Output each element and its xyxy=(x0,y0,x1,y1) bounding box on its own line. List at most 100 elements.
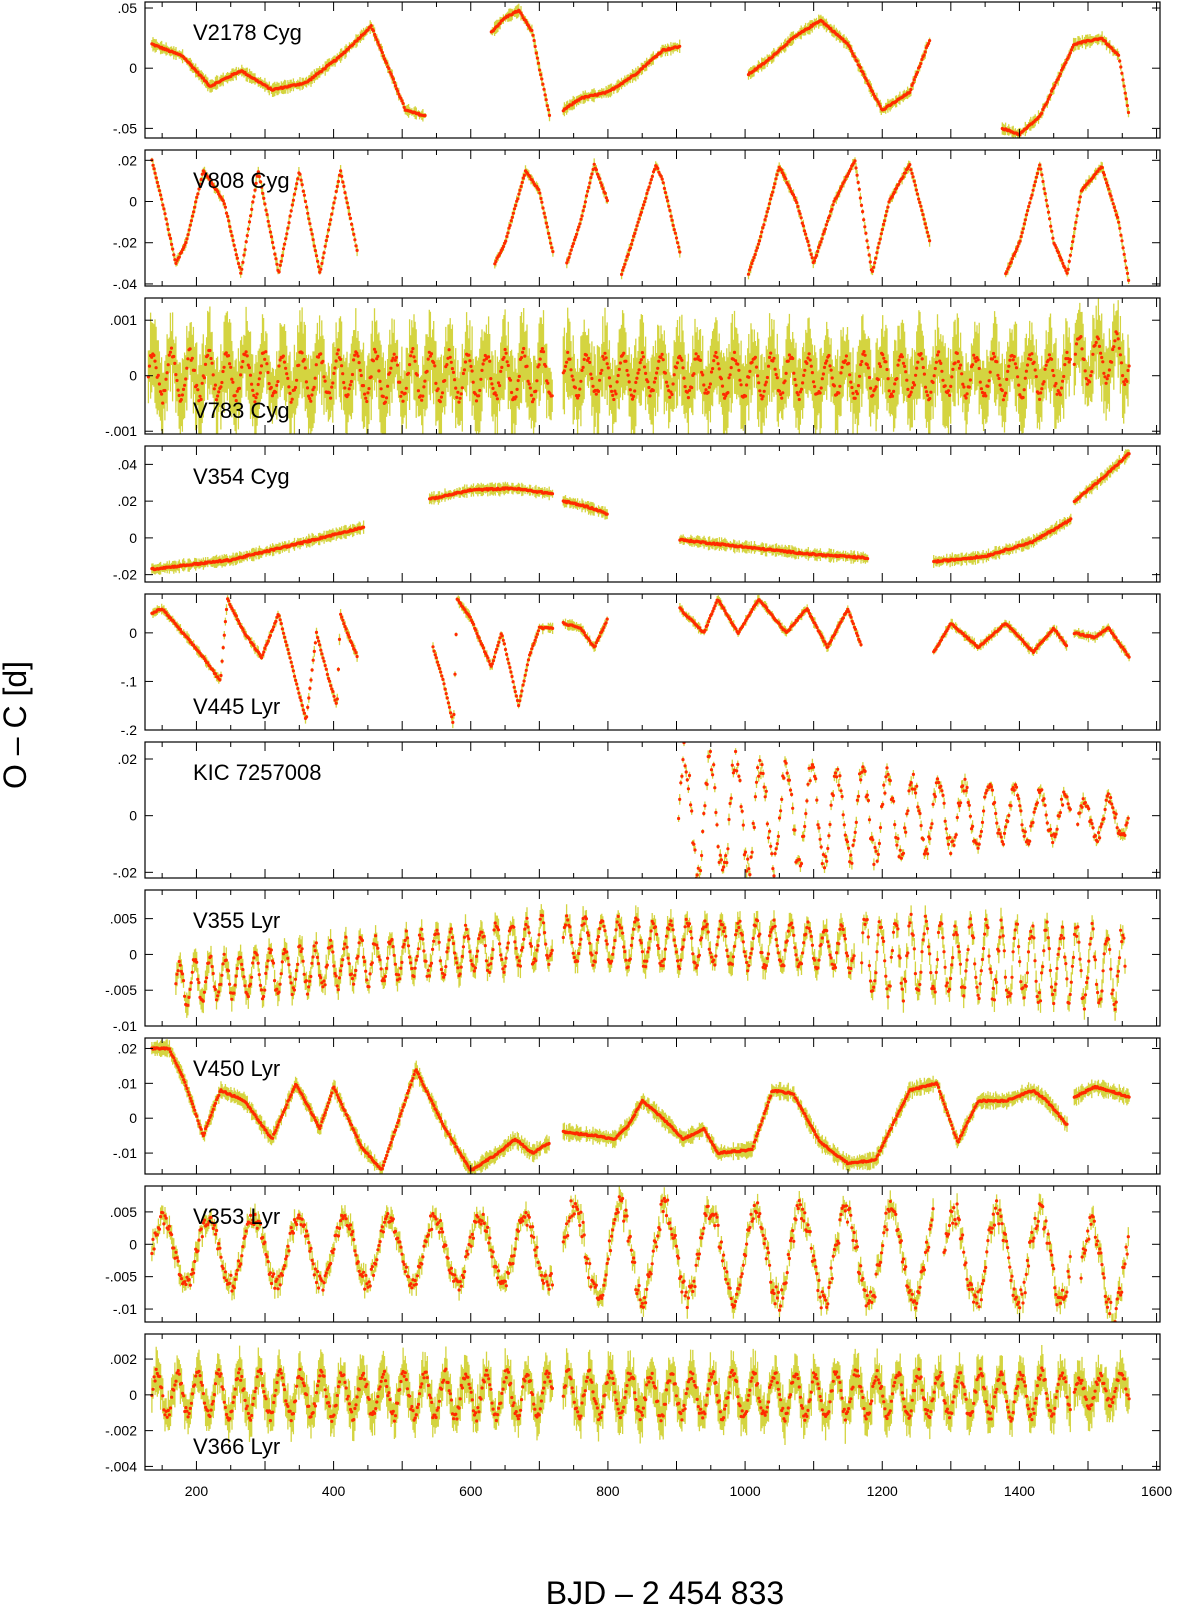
data-point xyxy=(1080,347,1084,351)
data-point xyxy=(663,191,668,195)
data-point xyxy=(763,795,767,799)
data-point xyxy=(422,949,426,953)
data-point xyxy=(192,368,197,372)
data-point xyxy=(754,780,759,784)
y-tick-label: .001 xyxy=(110,312,137,328)
data-point xyxy=(1042,380,1046,384)
data-point xyxy=(1022,222,1026,226)
data-point xyxy=(803,824,807,829)
data-point xyxy=(646,188,650,192)
data-point xyxy=(785,771,789,775)
data-point xyxy=(926,234,931,238)
data-point xyxy=(968,378,973,382)
data-point xyxy=(522,346,526,351)
data-point xyxy=(901,175,905,179)
data-point xyxy=(230,234,234,238)
y-tick-label: 0 xyxy=(129,194,137,210)
data-point xyxy=(753,795,758,799)
data-point xyxy=(988,370,992,374)
data-point xyxy=(360,938,364,943)
data-point xyxy=(1034,175,1038,179)
data-point xyxy=(919,62,923,66)
data-point xyxy=(505,234,509,239)
data-point xyxy=(474,628,478,632)
data-point xyxy=(752,255,756,260)
data-point xyxy=(1050,229,1054,233)
data-point xyxy=(247,637,252,641)
data-point xyxy=(687,922,692,926)
data-point xyxy=(632,234,636,238)
data-point xyxy=(880,227,885,232)
data-point xyxy=(940,789,944,793)
data-point xyxy=(724,854,728,858)
y-tick-label: -.02 xyxy=(113,864,137,880)
data-point xyxy=(566,258,570,262)
data-point xyxy=(451,941,456,946)
data-point xyxy=(162,207,166,211)
data-point xyxy=(747,867,751,871)
data-point xyxy=(544,942,548,946)
data-point xyxy=(538,68,542,72)
data-point xyxy=(746,272,751,276)
data-point xyxy=(749,610,753,614)
data-point xyxy=(776,834,781,839)
data-point xyxy=(1000,840,1004,844)
data-point xyxy=(247,220,252,224)
data-point xyxy=(1069,517,1073,521)
data-point xyxy=(484,959,488,963)
data-point xyxy=(446,946,450,950)
data-point xyxy=(227,219,231,223)
data-point xyxy=(702,383,706,387)
data-point xyxy=(293,385,298,390)
data-point xyxy=(175,378,179,383)
data-point xyxy=(269,235,274,239)
data-point xyxy=(357,361,361,365)
data-point xyxy=(300,947,304,951)
data-point xyxy=(222,202,226,206)
data-point xyxy=(1014,250,1018,254)
data-point xyxy=(678,44,682,48)
data-point xyxy=(1125,379,1129,383)
data-point xyxy=(288,975,292,979)
data-point xyxy=(384,396,389,400)
data-point xyxy=(878,826,883,830)
data-point xyxy=(1114,636,1118,640)
data-point xyxy=(361,384,366,388)
data-point xyxy=(681,945,685,949)
data-point xyxy=(319,352,323,356)
data-point xyxy=(949,851,953,856)
data-point xyxy=(1061,379,1065,383)
data-point xyxy=(287,221,291,225)
data-point xyxy=(561,935,565,940)
data-point xyxy=(753,924,758,928)
data-point xyxy=(648,181,652,185)
data-point xyxy=(1068,51,1072,55)
data-point xyxy=(640,950,645,954)
data-point xyxy=(219,982,223,986)
data-point xyxy=(634,380,638,384)
data-point xyxy=(779,392,783,396)
data-point xyxy=(490,956,494,961)
data-point xyxy=(523,927,527,931)
data-point xyxy=(644,371,648,375)
data-point xyxy=(645,191,649,196)
data-point xyxy=(812,259,817,263)
data-point xyxy=(769,930,773,934)
data-point xyxy=(239,955,243,959)
data-point xyxy=(210,361,214,365)
data-point xyxy=(306,211,310,215)
data-point xyxy=(922,53,926,57)
data-point xyxy=(885,766,889,770)
data-point xyxy=(374,35,378,39)
data-point xyxy=(574,235,578,239)
data-point xyxy=(726,847,730,851)
data-point xyxy=(582,631,586,635)
data-point xyxy=(797,397,801,402)
data-point xyxy=(800,221,804,225)
data-point xyxy=(350,641,354,645)
data-point xyxy=(379,48,383,52)
data-point xyxy=(808,358,812,362)
data-point xyxy=(226,354,231,358)
data-point xyxy=(858,640,862,644)
data-point xyxy=(593,960,597,964)
